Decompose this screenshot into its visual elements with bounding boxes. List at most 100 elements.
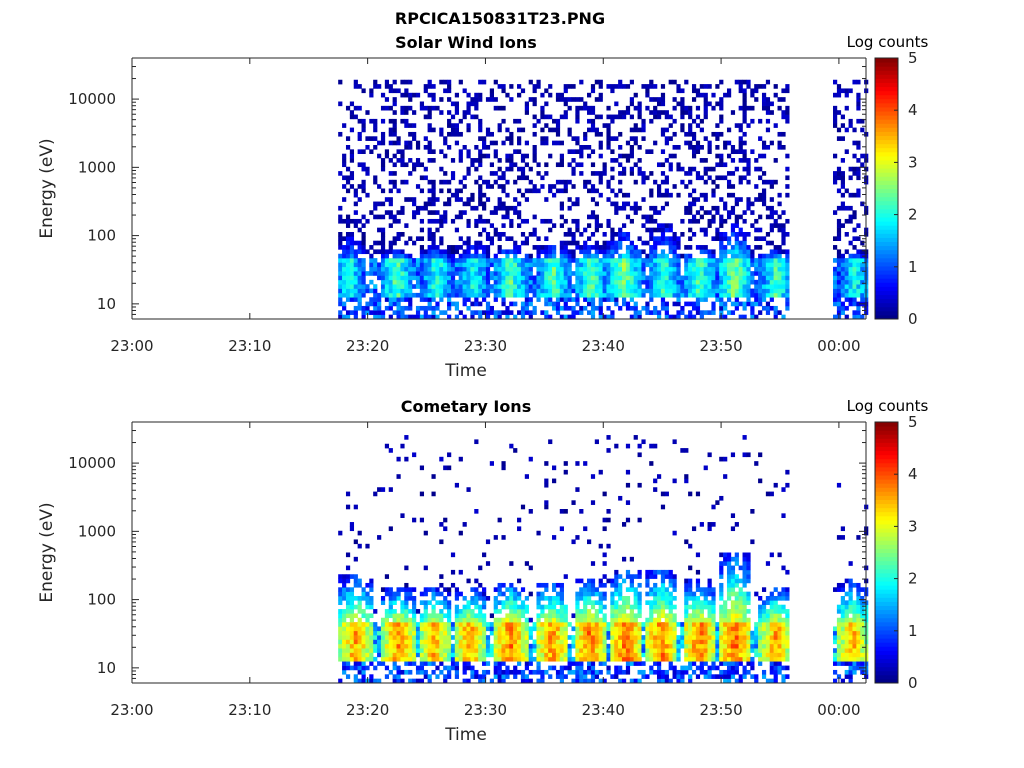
spectrogram-cell [478, 630, 483, 636]
spectrogram-cell [361, 240, 366, 246]
spectrogram-cell [622, 617, 627, 623]
spectrogram-cell [707, 149, 712, 154]
spectrogram-cell [404, 105, 409, 111]
spectrogram-cell [540, 678, 545, 684]
spectrogram-cell [373, 179, 378, 185]
spectrogram-cell [338, 214, 343, 220]
spectrogram-cell [672, 279, 677, 285]
spectrogram-cell [447, 587, 452, 592]
spectrogram-cell [633, 292, 638, 298]
spectrogram-cell [734, 275, 739, 281]
spectrogram-cell [598, 245, 603, 250]
spectrogram-cell [587, 639, 592, 645]
spectrogram-cell [750, 310, 755, 315]
spectrogram-cell [598, 84, 603, 89]
spectrogram-cell [622, 669, 627, 675]
spectrogram-cell [625, 288, 631, 294]
spectrogram-cell [641, 279, 646, 285]
spectrogram-cell [454, 622, 460, 627]
spectrogram-cell [427, 587, 432, 592]
spectrogram-cell [408, 297, 413, 302]
spectrogram-cell [555, 179, 561, 185]
spectrogram-cell [353, 262, 358, 268]
spectrogram-cell [833, 271, 838, 276]
spectrogram-cell [431, 266, 436, 272]
spectrogram-cell [614, 643, 619, 649]
spectrogram-cell [629, 253, 634, 259]
spectrogram-cell [520, 674, 526, 679]
spectrogram-cell [711, 166, 716, 172]
spectrogram-cell [602, 491, 607, 497]
spectrogram-cell [625, 574, 631, 579]
spectrogram-cell [688, 131, 693, 137]
spectrogram-cell [450, 275, 456, 281]
spectrogram-cell [443, 604, 448, 610]
spectrogram-cell [598, 279, 603, 285]
spectrogram-cell [443, 171, 448, 176]
spectrogram-cell [606, 448, 611, 453]
spectrogram-cell [412, 600, 417, 605]
spectrogram-cell [761, 179, 767, 185]
spectrogram-cell [559, 630, 564, 636]
spectrogram-cell [567, 179, 572, 185]
spectrogram-cell [840, 305, 845, 311]
spectrogram-cell [856, 288, 861, 294]
spectrogram-cell [707, 210, 712, 215]
spectrogram-cell [836, 271, 842, 276]
spectrogram-cell [528, 626, 533, 632]
spectrogram-cell [856, 145, 861, 150]
spectrogram-cell [552, 292, 557, 298]
spectrogram-cell [470, 162, 475, 168]
spectrogram-cell [509, 162, 514, 168]
spectrogram-cell [637, 288, 642, 294]
spectrogram-cell [848, 297, 853, 302]
spectrogram-cell [396, 188, 401, 194]
spectrogram-cell [598, 656, 603, 662]
spectrogram-cell [734, 240, 739, 246]
spectrogram-cell [738, 279, 743, 285]
spectrogram-cell [384, 297, 390, 302]
spectrogram-cell [482, 626, 487, 632]
spectrogram-cell [369, 136, 374, 141]
spectrogram-cell [641, 240, 646, 246]
spectrogram-cell [598, 92, 603, 98]
spectrogram-cell [392, 613, 397, 619]
spectrogram-cell [548, 622, 553, 627]
spectrogram-cell [719, 258, 724, 263]
spectrogram-cell [703, 284, 708, 289]
spectrogram-cell [848, 279, 853, 285]
spectrogram-cell [707, 284, 712, 289]
spectrogram-cell [633, 123, 638, 128]
spectrogram-cell [649, 288, 654, 294]
spectrogram-cell [396, 292, 401, 298]
spectrogram-cell [439, 456, 444, 462]
spectrogram-cell [645, 622, 650, 627]
spectrogram-cell [373, 127, 378, 133]
spectrogram-cell [478, 201, 483, 207]
spectrogram-cell [680, 310, 685, 315]
spectrogram-cell [579, 97, 584, 102]
spectrogram-cell [579, 591, 584, 597]
spectrogram-cell [610, 630, 615, 636]
spectrogram-cell [509, 587, 514, 592]
spectrogram-cell [668, 284, 673, 289]
spectrogram-cell [353, 192, 358, 198]
spectrogram-cell [380, 310, 386, 315]
spectrogram-cell [454, 643, 460, 649]
spectrogram-cell [342, 630, 347, 636]
spectrogram-cell [602, 258, 607, 263]
spectrogram-cell [688, 171, 693, 176]
spectrogram-cell [349, 526, 355, 532]
colorbar-segment [875, 200, 898, 206]
spectrogram-cell [563, 258, 568, 263]
spectrogram-cell [474, 630, 479, 636]
spectrogram-cell [625, 665, 631, 671]
spectrogram-cell [833, 123, 838, 128]
spectrogram-cell [614, 275, 619, 281]
spectrogram-cell [365, 622, 370, 627]
spectrogram-cell [482, 140, 487, 146]
spectrogram-cell [602, 526, 607, 532]
spectrogram-cell [726, 249, 732, 255]
spectrogram-cell [404, 617, 409, 623]
spectrogram-cell [338, 279, 343, 285]
